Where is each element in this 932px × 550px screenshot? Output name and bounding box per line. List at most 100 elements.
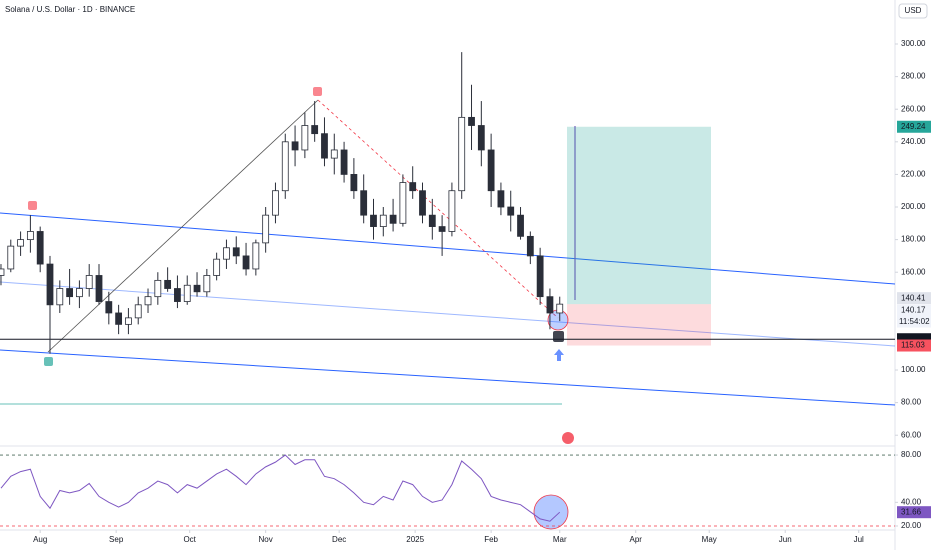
candle-body	[46, 263, 54, 306]
rsi-value-label: 31.66	[901, 507, 922, 516]
arrow	[554, 349, 564, 361]
candle-body	[507, 206, 515, 216]
rsi-value-bg	[897, 506, 931, 519]
candle-body	[379, 214, 387, 227]
price-label-bg	[897, 339, 931, 352]
candle-body	[0, 268, 5, 276]
candle-body	[154, 279, 162, 298]
y-tick-label: 100.00	[901, 365, 926, 374]
currency-button[interactable]	[898, 3, 928, 19]
candle-body	[17, 239, 24, 247]
candle-body	[350, 174, 358, 192]
candle-body	[517, 214, 524, 237]
candle-body	[526, 235, 534, 257]
candle-body	[164, 279, 172, 289]
candle-body	[134, 304, 142, 319]
price-label: 140.17	[901, 306, 926, 315]
candle-body	[232, 247, 240, 257]
y-tick-label: 160.00	[901, 267, 926, 276]
y-tick-label: 280.00	[901, 72, 926, 81]
channel-line	[0, 349, 896, 406]
candle-body	[370, 214, 377, 227]
candle-body	[183, 284, 191, 302]
candle-body	[144, 296, 152, 306]
events-icon	[562, 432, 574, 444]
candle-body	[66, 288, 74, 298]
x-tick-label: Jul	[854, 535, 864, 544]
x-tick-label: Aug	[33, 535, 47, 544]
candle-body	[281, 141, 289, 192]
currency: USD	[905, 6, 922, 15]
countdown-bg	[897, 316, 931, 328]
candle-body	[76, 288, 83, 298]
x-tick-label: Sep	[109, 535, 124, 544]
y-tick-label: 240.00	[901, 137, 926, 146]
price-label: 115.03	[901, 341, 925, 350]
y-tick-label: 180.00	[901, 235, 926, 244]
swing-line	[317, 99, 559, 319]
y-tick-label: 80.00	[901, 398, 922, 407]
rsi-tick-label: 20.00	[901, 521, 922, 530]
x-tick-label: Jun	[779, 535, 792, 544]
mid-line	[0, 281, 896, 347]
candle-body	[477, 125, 485, 151]
pivot-marker	[44, 357, 53, 366]
y-tick-label: 220.00	[901, 170, 926, 179]
x-tick-label: May	[702, 535, 717, 544]
symbol-title: Solana / U.S. Dollar · 1D · BINANCE	[5, 5, 135, 14]
candle-body	[458, 116, 466, 192]
candle-body	[330, 149, 338, 159]
candle-body	[95, 275, 103, 302]
countdown: 11:54:02	[899, 317, 930, 326]
candle-body	[242, 255, 250, 270]
candle-body	[409, 182, 417, 192]
rsi-tick-label: 40.00	[901, 497, 922, 506]
candle-body	[487, 149, 495, 192]
candle-body	[193, 284, 201, 293]
candle-body	[438, 226, 446, 232]
candle-body	[85, 275, 93, 289]
candle-body	[448, 190, 456, 232]
candle-body	[262, 214, 270, 244]
candle-body	[321, 133, 328, 159]
candle-body	[125, 317, 132, 325]
candle-body	[301, 125, 309, 151]
candle-body	[419, 190, 426, 216]
price-label: 118.89	[901, 334, 925, 343]
y-tick-label: 260.00	[901, 104, 926, 113]
pivot-marker	[313, 87, 322, 96]
candle-body	[468, 116, 475, 126]
x-tick-label: 2025	[406, 535, 424, 544]
x-tick-label: Feb	[484, 535, 498, 544]
x-tick-label: Mar	[553, 535, 567, 544]
rsi-line	[0, 454, 561, 522]
x-tick-label: Dec	[332, 535, 346, 544]
candle-body	[536, 255, 544, 298]
candle-body	[389, 214, 397, 224]
candle-body	[399, 182, 407, 224]
candle-body	[291, 141, 299, 151]
candle-body	[546, 296, 554, 314]
stop-zone	[567, 304, 711, 346]
x-tick-label: Apr	[629, 535, 642, 544]
candle-body	[26, 231, 34, 241]
y-tick-label: 200.00	[901, 202, 926, 211]
candle-body	[340, 149, 348, 175]
candle-body	[203, 275, 211, 293]
x-tick-label: Oct	[183, 535, 196, 544]
candle-body	[311, 125, 319, 135]
candle-body	[360, 190, 368, 216]
candle-body	[7, 245, 15, 270]
candle-body	[497, 190, 505, 208]
marker	[553, 331, 564, 342]
candle-body	[56, 288, 64, 306]
x-tick-label: Nov	[259, 535, 273, 544]
candle-body	[428, 214, 436, 227]
y-tick-label: 300.00	[901, 39, 926, 48]
candle-body	[36, 231, 44, 265]
price-label-bg	[897, 292, 931, 305]
swing-line	[47, 99, 319, 353]
